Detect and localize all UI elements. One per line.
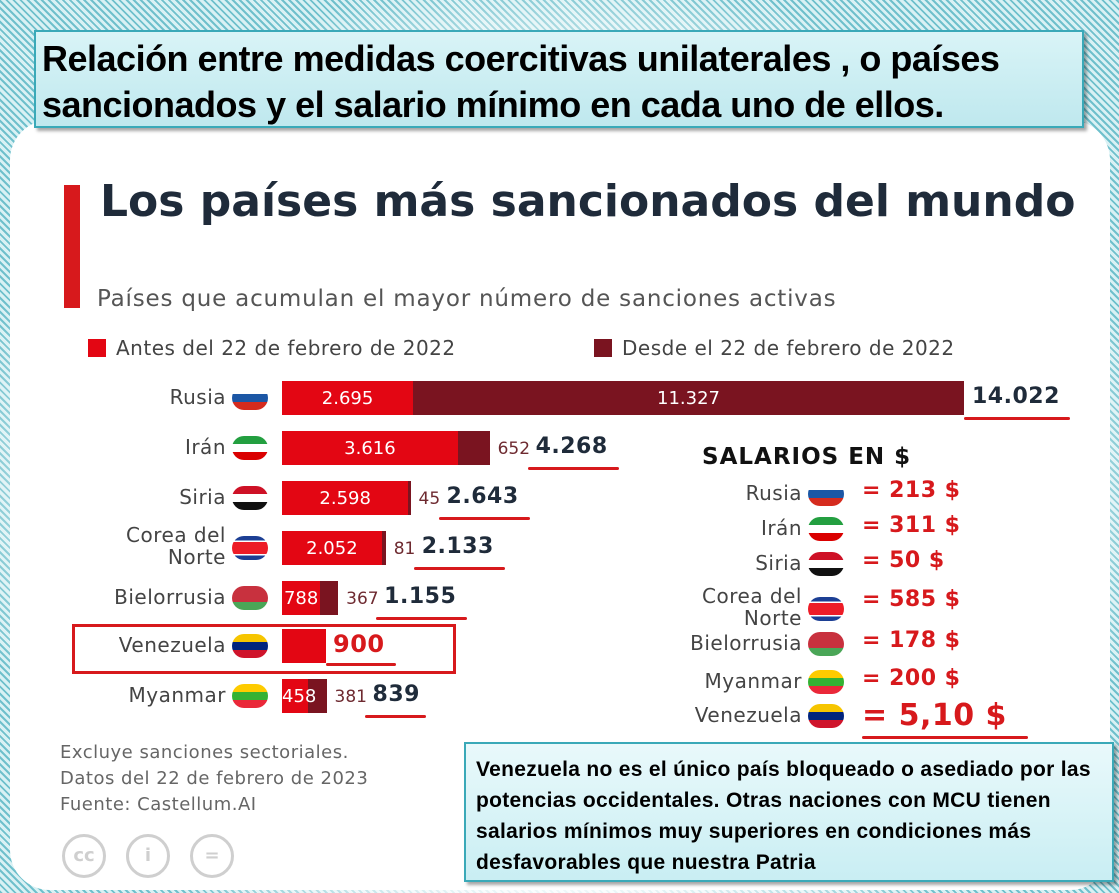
bar-after (408, 481, 411, 515)
attribution-icon: i (126, 834, 170, 878)
total-underline (413, 567, 505, 570)
total-underline (964, 417, 1070, 420)
salary-country-label: Bielorrusia (690, 631, 802, 655)
salary-underline (862, 736, 1028, 739)
chart-title: Los países más sancionados del mundo (100, 176, 1076, 227)
salary-value: = 585 $ (862, 587, 961, 612)
flag-icon (232, 634, 268, 658)
country-label: Bielorrusia (114, 585, 226, 609)
bar-value-label: 2.598 (319, 488, 371, 509)
bar-after (308, 679, 327, 713)
no-derivatives-icon: = (190, 834, 234, 878)
chart-notes: Excluye sanciones sectoriales. Datos del… (60, 740, 368, 818)
total-underline (527, 467, 619, 470)
title-accent-bar (64, 185, 80, 308)
country-label: Corea del Norte (126, 523, 226, 569)
flag-icon (232, 536, 268, 560)
total-value: 2.643 (446, 484, 519, 509)
bar-after (381, 531, 386, 565)
total-value: 1.155 (384, 584, 457, 609)
salary-country-label: Irán (760, 516, 802, 540)
total-value: 839 (372, 682, 420, 707)
legend-label-before: Antes del 22 de febrero de 2022 (116, 336, 456, 360)
country-label: Rusia (169, 385, 226, 409)
bar-after (413, 381, 964, 415)
flag-icon (232, 436, 268, 460)
bar-after (320, 581, 339, 615)
chart-subtitle: Países que acumulan el mayor número de s… (97, 286, 837, 312)
legend-swatch-before (88, 339, 106, 357)
salary-country-label: Venezuela (694, 703, 802, 727)
flag-icon (232, 684, 268, 708)
salary-value: = 50 $ (862, 548, 945, 573)
legend-swatch-after (594, 339, 612, 357)
total-underline (376, 617, 468, 620)
bar-before (282, 629, 326, 663)
flag-icon (808, 517, 844, 541)
bar-before (282, 679, 308, 713)
creative-commons-icon: cc (62, 834, 106, 878)
bar-value-label: 788 (283, 588, 319, 609)
salary-value: = 178 $ (862, 628, 961, 653)
salary-country-label: Siria (755, 551, 802, 575)
flag-icon (808, 632, 844, 656)
bar-after (457, 431, 490, 465)
salary-country-label: Myanmar (704, 669, 802, 693)
country-label: Irán (184, 435, 226, 459)
salary-value: = 5,10 $ (862, 698, 1007, 733)
country-label: Siria (179, 485, 226, 509)
bar-before (282, 481, 409, 515)
flag-icon (232, 386, 268, 410)
flag-icon (808, 482, 844, 506)
salary-value: = 213 $ (862, 478, 961, 503)
legend-label-after: Desde el 22 de febrero de 2022 (622, 336, 955, 360)
total-underline (438, 517, 530, 520)
salary-country-label: Rusia (745, 481, 802, 505)
bar-value-label: 3.616 (344, 438, 396, 459)
legend-item-before: Antes del 22 de febrero de 2022 (88, 336, 456, 360)
after-value-label: 81 (393, 539, 416, 559)
bar-value-label: 2.695 (321, 388, 374, 409)
note-line: Datos del 22 de febrero de 2023 (60, 768, 369, 789)
bar-value-label: 2.052 (306, 538, 358, 559)
bar-before (282, 431, 458, 465)
salary-country-label: Corea del Norte (702, 584, 802, 630)
bar-before (282, 381, 414, 415)
total-value: 4.268 (535, 434, 608, 459)
bar-value-label: 11.327 (657, 388, 721, 409)
after-value-label: 367 (346, 589, 379, 609)
flag-icon (808, 597, 844, 621)
salary-value: = 200 $ (862, 666, 961, 691)
flag-icon (232, 586, 268, 610)
flag-icon (808, 552, 844, 576)
after-value-label: 652 (497, 439, 531, 459)
flag-icon (808, 670, 844, 694)
footer-text: Venezuela no es el único país bloqueado … (476, 758, 1091, 874)
venezuela-highlight-box (72, 624, 456, 674)
bar-before (282, 581, 321, 615)
total-value: 900 (333, 630, 385, 658)
total-underline (326, 663, 396, 666)
total-value: 2.133 (421, 534, 494, 559)
total-underline (364, 715, 426, 718)
note-line: Fuente: Castellum.AI (60, 794, 257, 815)
note-line: Excluye sanciones sectoriales. (60, 742, 349, 763)
salaries-title: SALARIOS EN $ (702, 444, 912, 470)
country-label: Venezuela (118, 633, 226, 657)
total-value: 14.022 (972, 384, 1060, 409)
bar-value-label: 458 (282, 686, 317, 707)
after-value-label: 45 (418, 489, 441, 509)
country-label: Myanmar (128, 683, 226, 707)
salary-value: = 311 $ (862, 513, 961, 538)
after-value-label: 381 (334, 687, 367, 707)
legend-item-after: Desde el 22 de febrero de 2022 (594, 336, 955, 360)
bar-before (282, 531, 382, 565)
flag-icon (808, 704, 844, 728)
header-text: Relación entre medidas coercitivas unila… (42, 38, 1000, 125)
flag-icon (232, 486, 268, 510)
footer-box: Venezuela no es el único país bloqueado … (464, 742, 1114, 882)
header-box: Relación entre medidas coercitivas unila… (34, 30, 1084, 128)
